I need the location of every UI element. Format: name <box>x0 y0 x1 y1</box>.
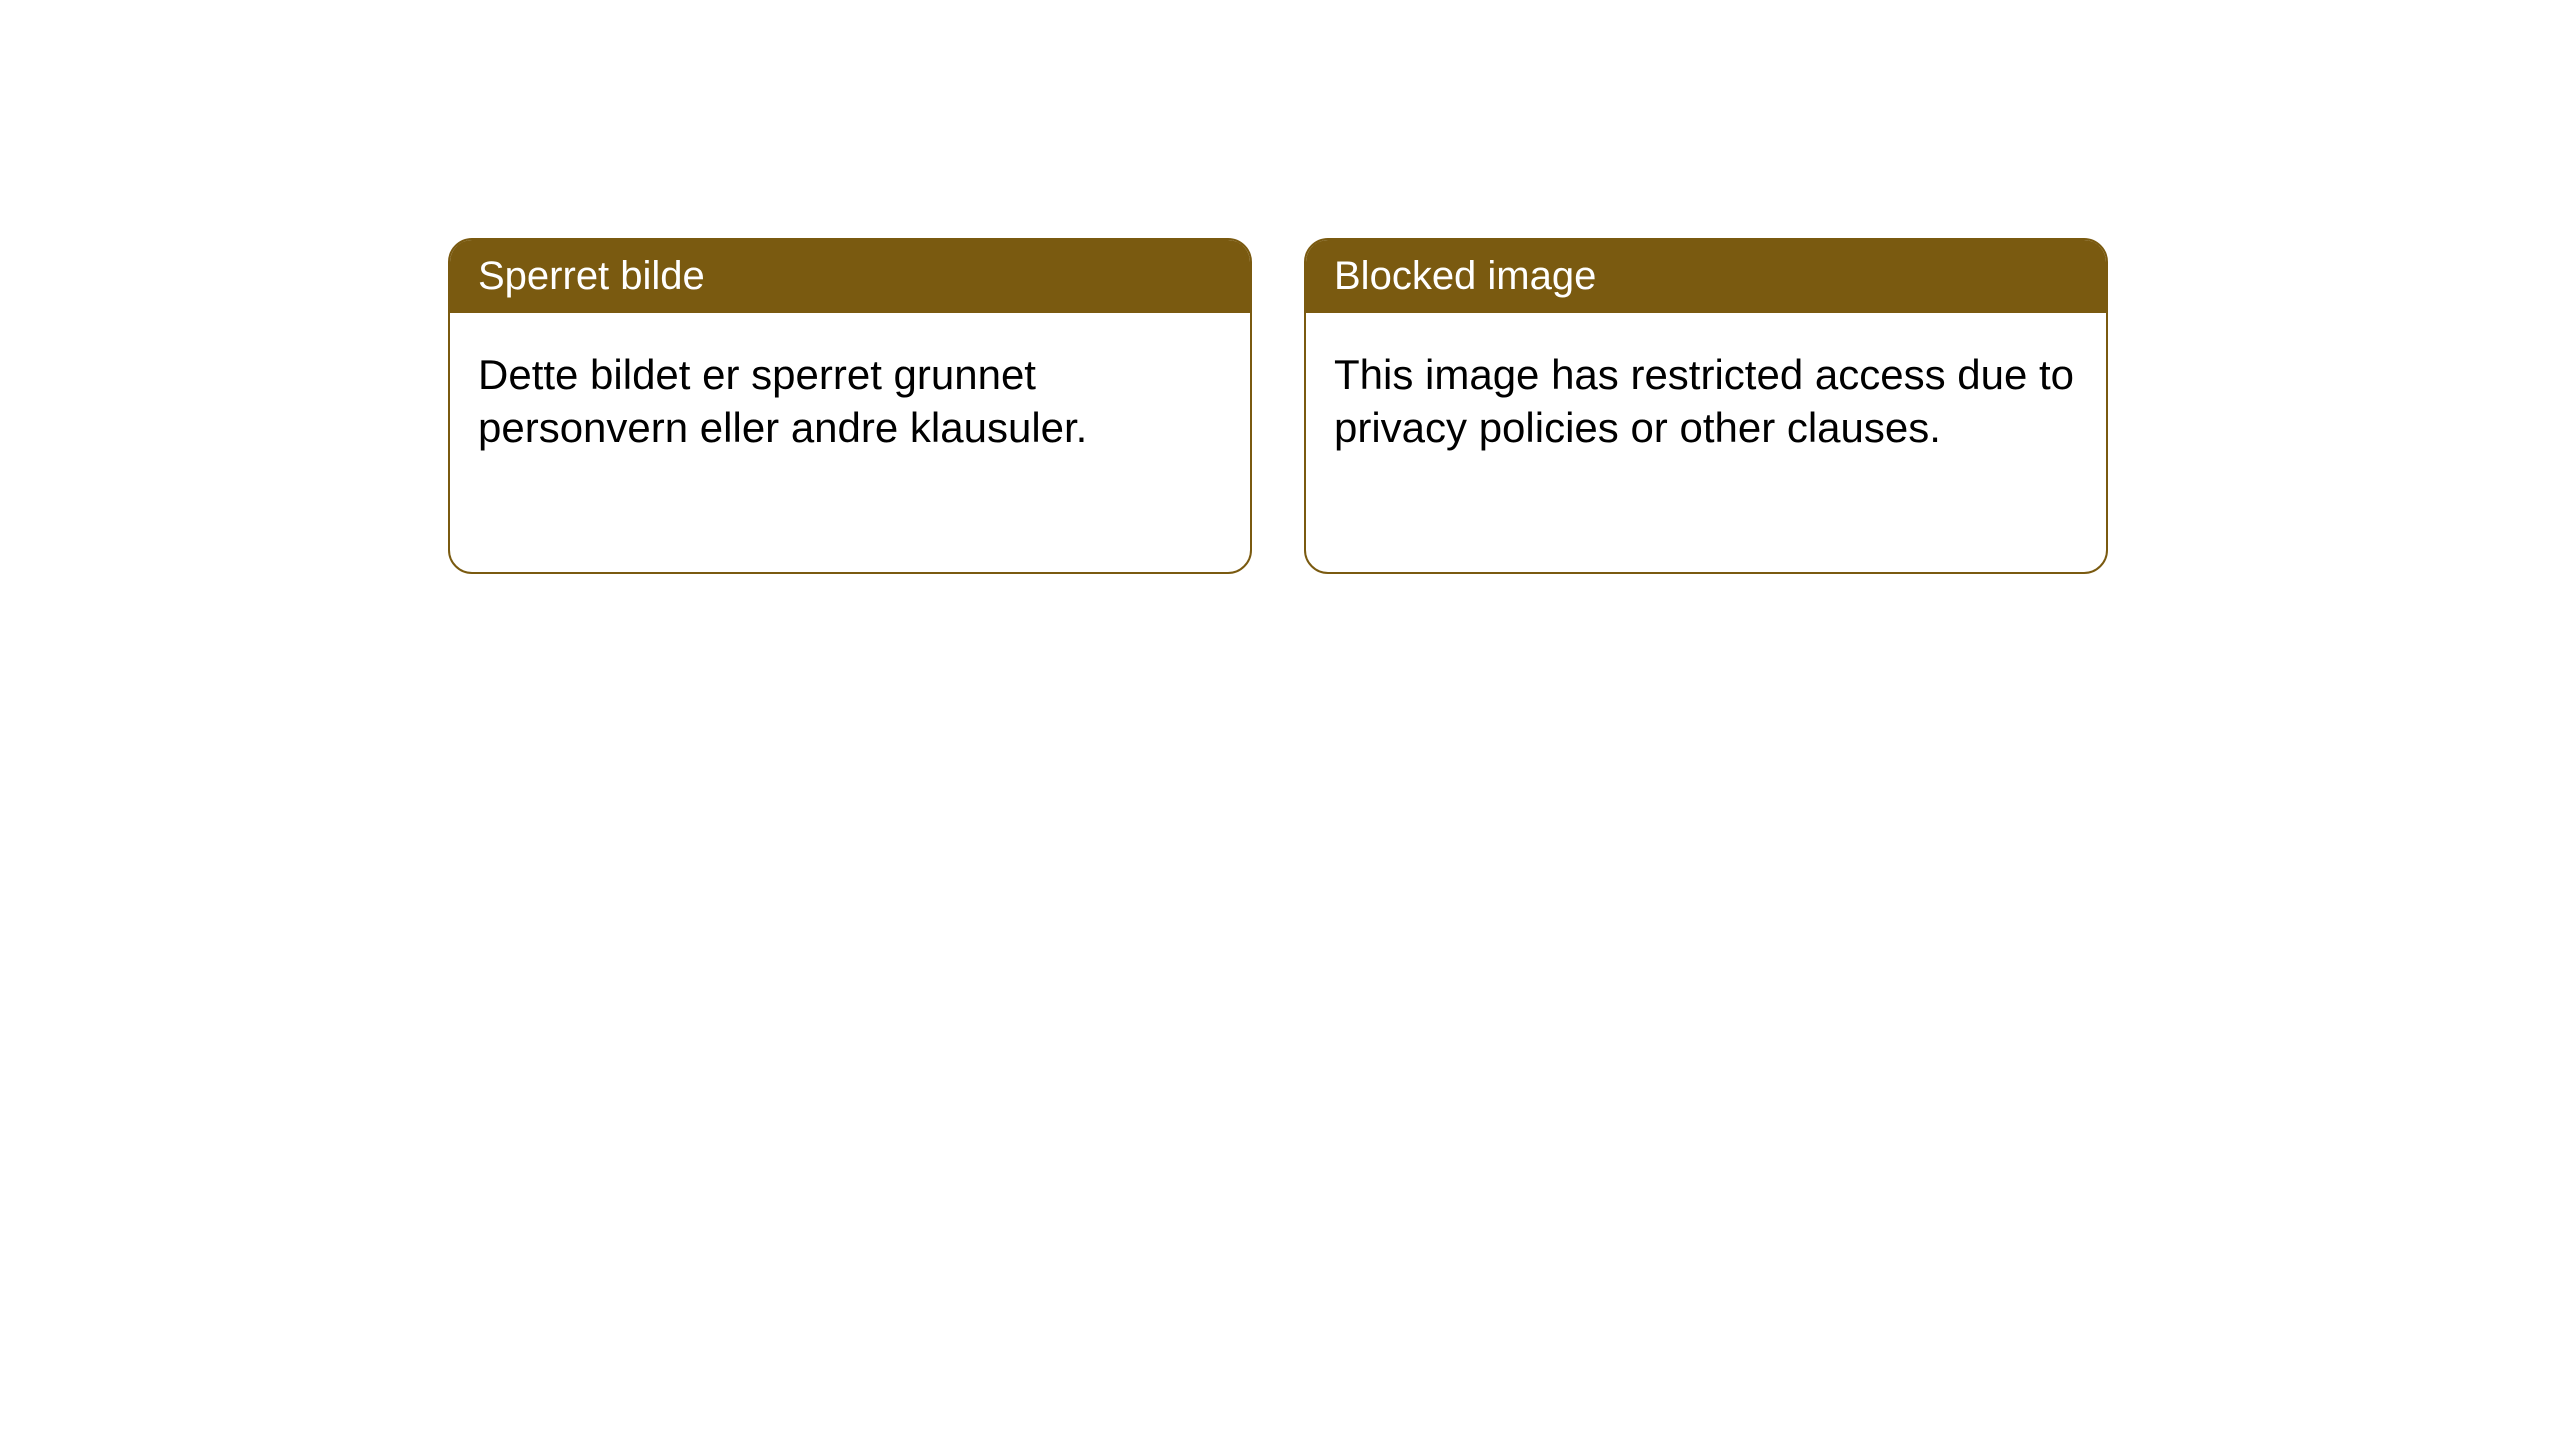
notice-header-norwegian: Sperret bilde <box>450 240 1250 313</box>
notice-card-english: Blocked image This image has restricted … <box>1304 238 2108 574</box>
notice-body-norwegian: Dette bildet er sperret grunnet personve… <box>450 313 1250 491</box>
notice-card-norwegian: Sperret bilde Dette bildet er sperret gr… <box>448 238 1252 574</box>
notice-header-english: Blocked image <box>1306 240 2106 313</box>
notice-container: Sperret bilde Dette bildet er sperret gr… <box>0 0 2560 574</box>
notice-body-english: This image has restricted access due to … <box>1306 313 2106 491</box>
